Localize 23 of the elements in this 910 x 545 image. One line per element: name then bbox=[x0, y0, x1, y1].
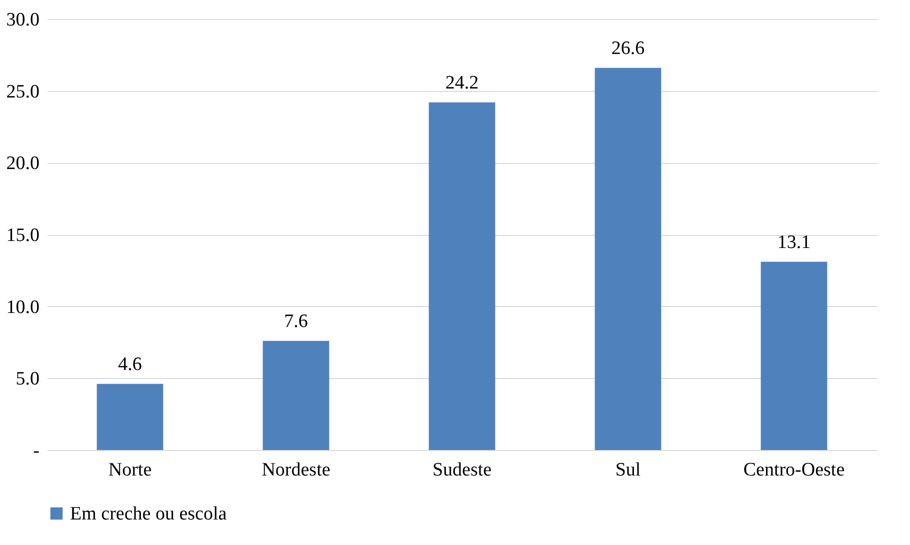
y-tick-label: - bbox=[33, 440, 40, 462]
x-tick-label: Nordeste bbox=[262, 460, 330, 480]
bar bbox=[96, 384, 164, 450]
data-label: 24.2 bbox=[445, 72, 479, 94]
x-tick-label: Norte bbox=[108, 460, 152, 480]
y-tick-label: 5.0 bbox=[16, 368, 40, 390]
data-label: 7.6 bbox=[284, 310, 308, 332]
x-tick-label: Centro-Oeste bbox=[743, 460, 845, 480]
legend-label: Em creche ou escola bbox=[70, 504, 228, 524]
bar bbox=[428, 102, 496, 450]
y-tick-label: 20.0 bbox=[6, 153, 40, 174]
x-tick-label: Sudeste bbox=[432, 460, 492, 480]
bar bbox=[760, 262, 828, 450]
data-label: 26.6 bbox=[611, 38, 645, 59]
y-tick-label: 25.0 bbox=[6, 81, 40, 102]
y-tick-label: 30.0 bbox=[6, 10, 40, 30]
bar bbox=[594, 68, 662, 450]
x-tick-label: Sul bbox=[615, 460, 641, 480]
data-label: 4.6 bbox=[118, 354, 142, 375]
y-tick-label: 10.0 bbox=[6, 296, 40, 318]
data-label: 13.1 bbox=[777, 232, 811, 253]
bar bbox=[262, 340, 330, 450]
y-tick-label: 15.0 bbox=[6, 225, 40, 246]
